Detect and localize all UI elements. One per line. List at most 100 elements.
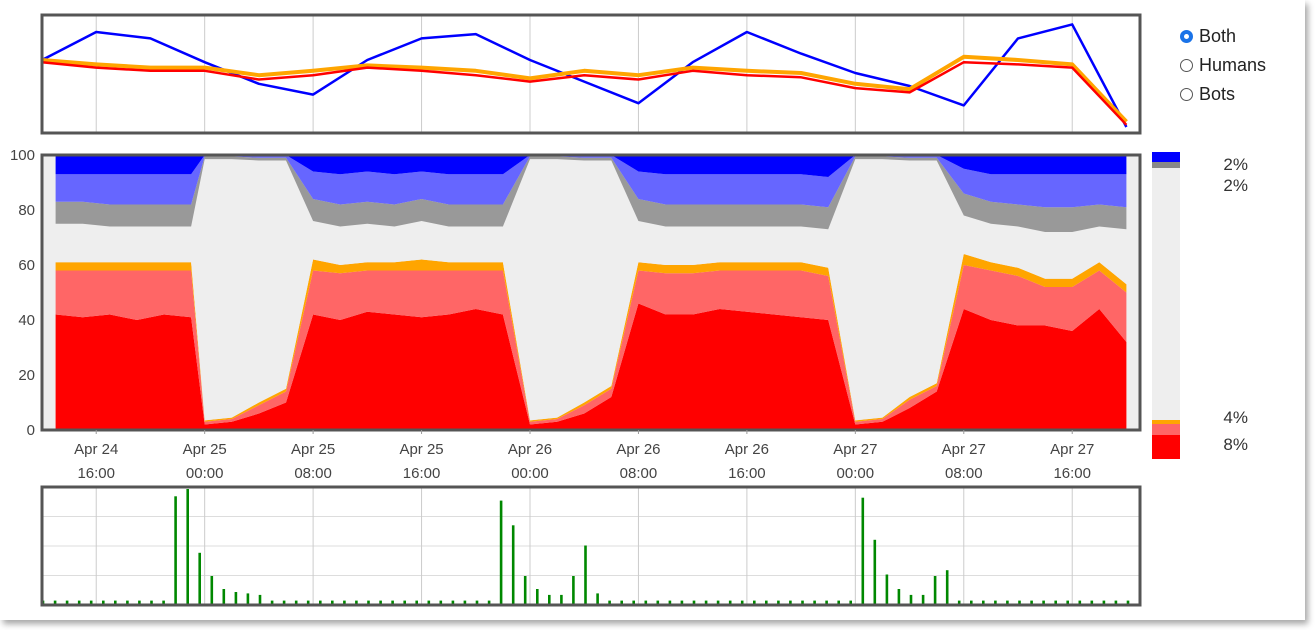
volume-bar <box>644 600 648 605</box>
area-band-5 <box>55 155 1127 208</box>
x-tick-date: Apr 27 <box>942 441 986 458</box>
volume-bar <box>499 500 503 605</box>
y-tick-label: 60 <box>18 257 35 274</box>
volume-bar <box>909 594 913 605</box>
chart-frame: 0 20 40 60 80 100 Apr 24 16:00 Apr 25 00:00 Apr 25… <box>0 0 1305 620</box>
overview-border <box>40 13 1142 135</box>
x-tick-date: Apr 26 <box>616 441 660 458</box>
x-tick-date: Apr 26 <box>508 441 552 458</box>
area-band-2 <box>55 254 1127 422</box>
x-tick-time: 16:00 <box>1053 465 1091 482</box>
volume-bar <box>319 600 322 605</box>
volume-bar <box>1126 600 1130 605</box>
volume-bar <box>957 600 961 605</box>
y-tick-label: 40 <box>18 312 35 329</box>
legend-percent-label: 8% <box>1223 435 1248 454</box>
x-tick-date: Apr 25 <box>399 441 443 458</box>
volume-bar <box>656 600 660 605</box>
overview-line-2 <box>41 60 1128 126</box>
overview-line-1 <box>41 54 1128 123</box>
volume-bar <box>885 574 889 605</box>
volume-bar <box>427 600 431 605</box>
volume-bar <box>825 600 828 605</box>
volume-bar <box>680 600 684 605</box>
legend-swatch-1 <box>1152 162 1180 168</box>
volume-bar <box>198 552 201 605</box>
volume-bar <box>355 600 358 605</box>
legend-swatch-2 <box>1152 168 1180 420</box>
x-tick-time: 16:00 <box>403 465 441 482</box>
volume-bar <box>753 600 756 605</box>
volume-bar <box>343 600 346 605</box>
x-tick-date: Apr 27 <box>1050 441 1094 458</box>
volume-bar <box>1078 600 1082 605</box>
volume-bar <box>1102 600 1106 605</box>
volume-bar <box>584 545 587 605</box>
volume-bar <box>1030 600 1033 605</box>
y-tick-label: 0 <box>27 422 35 439</box>
radio-button-icon[interactable] <box>1180 30 1193 43</box>
radio-humans[interactable]: Humans <box>1180 51 1266 80</box>
x-tick-date: Apr 25 <box>183 441 227 458</box>
volume-bar <box>1042 600 1045 605</box>
volume-bar <box>379 600 382 605</box>
x-tick-time: 16:00 <box>77 465 115 482</box>
volume-bar <box>246 593 250 605</box>
legend-swatch-0 <box>1152 152 1180 162</box>
volume-bar <box>716 600 720 605</box>
volume-bar <box>608 600 611 605</box>
area-band-3 <box>55 159 1127 421</box>
volume-bar <box>789 600 792 605</box>
y-tick-label: 100 <box>10 147 35 164</box>
volume-bar <box>222 589 226 605</box>
volume-bar <box>282 600 286 605</box>
volume-bar <box>837 600 840 605</box>
volume-bar <box>65 600 69 605</box>
volume-bar <box>463 600 467 605</box>
volume-bar <box>475 600 479 605</box>
volume-bar <box>1018 600 1021 605</box>
legend-percent-label: 2% <box>1223 155 1248 174</box>
volume-bar <box>632 600 635 605</box>
volume-bar <box>692 600 696 605</box>
volume-bar <box>873 539 877 606</box>
area-band-0 <box>55 303 1127 430</box>
volume-border <box>40 485 1142 607</box>
volume-bar <box>234 592 238 606</box>
radio-button-icon[interactable] <box>1180 59 1193 72</box>
volume-bar <box>849 600 852 605</box>
legend-percent-label: 4% <box>1223 408 1248 427</box>
area-band-1 <box>55 265 1127 425</box>
volume-bar <box>126 600 129 605</box>
x-tick-time: 08:00 <box>620 465 658 482</box>
volume-bar <box>1054 600 1057 605</box>
radio-both[interactable]: Both <box>1180 22 1266 51</box>
x-tick-time: 00:00 <box>186 465 224 482</box>
volume-bar <box>174 496 177 606</box>
volume-bar <box>102 600 105 605</box>
chart-canvas: 0 20 40 60 80 100 Apr 24 16:00 Apr 25 00:00 Apr 25… <box>10 13 1248 607</box>
volume-bar <box>813 600 816 605</box>
radio-button-icon[interactable] <box>1180 88 1193 101</box>
volume-bar <box>970 600 973 605</box>
legend-percent-label: 2% <box>1223 176 1248 195</box>
x-tick-time: 08:00 <box>294 465 332 482</box>
volume-bar <box>415 600 418 605</box>
y-tick-label: 20 <box>18 367 35 384</box>
series-filter: Both Humans Bots <box>1180 22 1266 109</box>
radio-bots[interactable]: Bots <box>1180 80 1266 109</box>
x-tick-date: Apr 27 <box>833 441 877 458</box>
volume-bar <box>982 600 985 605</box>
volume-bar <box>1006 600 1009 605</box>
volume-bar <box>1114 600 1118 605</box>
volume-bar <box>728 600 732 605</box>
volume-bar <box>114 600 117 605</box>
volume-bar <box>186 489 189 605</box>
volume-bar <box>1066 600 1069 605</box>
volume-bar <box>367 600 370 605</box>
radio-label: Bots <box>1199 84 1236 104</box>
volume-bar <box>89 600 93 605</box>
volume-bar <box>921 594 925 605</box>
volume-bar <box>162 600 165 605</box>
volume-bar <box>53 600 57 605</box>
